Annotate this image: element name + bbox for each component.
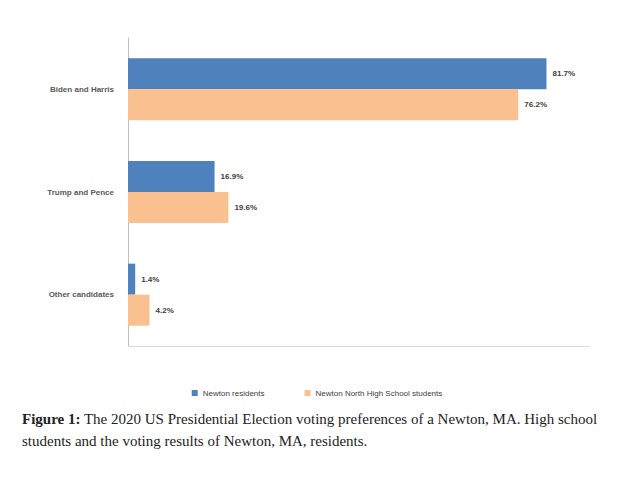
svg-text:19.6%: 19.6% — [234, 203, 257, 212]
svg-text:Trump and Pence: Trump and Pence — [47, 188, 114, 197]
svg-text:4.2%: 4.2% — [156, 306, 174, 315]
svg-text:Newton North High School stude: Newton North High School students — [316, 389, 443, 398]
svg-text:Newton residents: Newton residents — [203, 389, 265, 398]
svg-text:Other candidates: Other candidates — [49, 290, 115, 299]
html-text:Figure 1: The 2020 US Presiden: Figure 1: The 2020 US Presidential Elect… — [22, 411, 598, 449]
svg-text:81.7%: 81.7% — [552, 69, 575, 78]
svg-text:76.2%: 76.2% — [524, 100, 547, 109]
svg-text:Biden and Harris: Biden and Harris — [50, 85, 115, 94]
svg-text:1.4%: 1.4% — [141, 275, 159, 284]
svg-text:16.9%: 16.9% — [221, 172, 244, 181]
